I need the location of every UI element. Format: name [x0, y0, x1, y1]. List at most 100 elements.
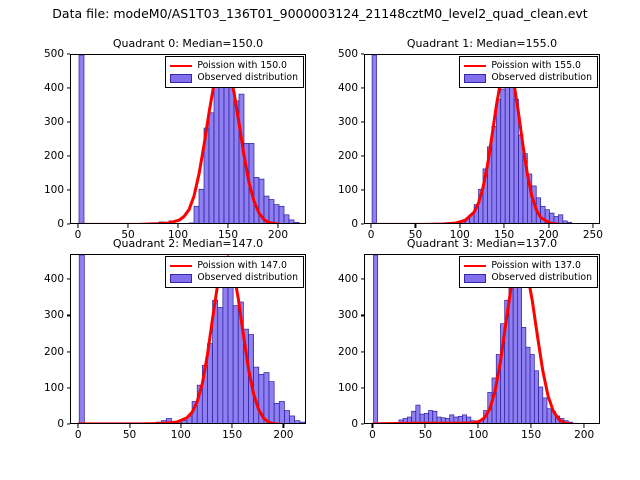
plot-area-quadrant-3 [372, 255, 578, 423]
histogram-bar [517, 281, 522, 423]
x-tick-label: 50 [408, 229, 423, 241]
legend-label-fit: Poission with 137.0 [491, 260, 581, 271]
histogram-bar [289, 415, 296, 423]
histogram-bar [394, 422, 400, 423]
y-tick-label: 200 [337, 345, 358, 358]
line-swatch-icon [170, 264, 193, 268]
x-tick-mark [231, 424, 233, 428]
x-tick-mark [583, 424, 585, 428]
subplot-title-quadrant-3: Quadrant 3: Median=137.0 [406, 237, 558, 250]
histogram-bar [198, 188, 205, 223]
x-tick-label: 0 [367, 229, 375, 241]
y-tick-mark [360, 278, 364, 280]
y-tick-label: 100 [43, 184, 64, 196]
subplot-quadrant-3: Quadrant 3: Median=137.0 Poission with 1… [338, 237, 600, 441]
histogram-bar [278, 205, 285, 223]
histogram-bar [273, 204, 280, 223]
histogram-bar [228, 78, 235, 223]
bar-swatch-icon [170, 73, 193, 83]
histogram-bar [558, 214, 564, 223]
histogram-bar [525, 346, 531, 423]
x-tick-mark [503, 224, 505, 228]
subplot-quadrant-2: Quadrant 2: Median=147.0 Poission with 1… [44, 237, 306, 441]
x-tick-mark [77, 224, 79, 228]
y-tick-label: 0 [351, 418, 358, 430]
y-tick-label: 300 [337, 116, 358, 128]
histogram-bar [542, 397, 548, 423]
x-tick-mark [477, 424, 479, 428]
histogram-bar [500, 88, 506, 223]
histogram-bar [293, 221, 300, 223]
y-tick-mark [360, 223, 364, 225]
y-tick-mark [66, 314, 70, 317]
histogram-bar [415, 404, 421, 423]
y-tick-mark [360, 387, 364, 389]
y-tick-label: 100 [43, 381, 64, 394]
legend-quadrant-0: Poission with 150.0 Observed distributio… [165, 56, 304, 88]
x-tick-mark [227, 224, 229, 228]
histogram-bar [299, 421, 305, 423]
y-tick-label: 500 [337, 48, 358, 60]
y-tick-mark [66, 155, 70, 157]
x-tick-mark [177, 224, 179, 228]
y-tick-label: 0 [57, 218, 64, 230]
x-tick-mark [77, 424, 79, 428]
x-tick-label: 0 [369, 429, 376, 441]
y-tick-mark [66, 87, 70, 89]
y-tick-mark [360, 314, 364, 317]
y-tick-mark [360, 423, 364, 425]
legend-quadrant-3: Poission with 137.0 Observed distributio… [459, 256, 598, 288]
x-tick-mark [414, 224, 416, 228]
histogram-bar [529, 354, 535, 423]
line-swatch-icon [464, 264, 487, 268]
legend-entry-fit: Poission with 155.0 [464, 60, 592, 72]
histogram-bar [213, 85, 220, 223]
plot-area-quadrant-0 [78, 55, 300, 223]
histogram-bar [268, 199, 275, 223]
y-tick-mark [360, 87, 364, 89]
x-tick-label: 150 [521, 429, 542, 441]
x-tick-mark [180, 424, 182, 428]
y-tick-label: 300 [337, 309, 358, 322]
x-tick-label: 150 [217, 229, 239, 241]
histogram-bar [263, 372, 270, 423]
x-tick-mark [371, 424, 373, 428]
line-swatch-icon [464, 64, 487, 68]
x-tick-mark [592, 224, 594, 228]
histogram-bar [78, 255, 85, 423]
legend-entry-observed: Observed distribution [170, 72, 298, 84]
histogram-bar [566, 221, 573, 223]
x-tick-mark [128, 424, 131, 428]
legend-label-fit: Poission with 147.0 [197, 260, 287, 271]
bar-swatch-icon [464, 73, 487, 83]
x-tick-label: 250 [582, 229, 603, 241]
histogram-bar [268, 381, 275, 423]
fit-curve [78, 60, 285, 223]
y-tick-mark [360, 351, 364, 353]
histogram-bar [546, 408, 552, 423]
x-tick-mark [459, 224, 461, 228]
histogram-bar [521, 326, 527, 423]
subplot-title-quadrant-1: Quadrant 1: Median=155.0 [406, 37, 558, 50]
histogram-bar [222, 278, 229, 423]
histogram-bar [188, 222, 195, 223]
histogram-bar [504, 75, 510, 223]
histogram-bar [193, 205, 200, 223]
legend-label-observed: Observed distribution [491, 272, 592, 283]
y-tick-mark [360, 53, 364, 55]
histogram-bar [373, 255, 379, 423]
x-tick-mark [370, 224, 372, 228]
subplot-quadrant-1: Quadrant 1: Median=155.0 Poission with 1… [338, 37, 603, 241]
y-tick-label: 200 [43, 150, 64, 162]
y-tick-mark [360, 155, 364, 157]
y-tick-mark [66, 53, 70, 55]
x-tick-mark [282, 424, 284, 428]
y-tick-label: 400 [43, 273, 64, 286]
x-tick-mark [127, 224, 129, 228]
histogram-bar [283, 214, 290, 223]
y-tick-mark [66, 223, 70, 225]
y-tick-mark [66, 189, 70, 191]
y-tick-mark [360, 121, 364, 123]
x-tick-label: 0 [74, 229, 82, 241]
